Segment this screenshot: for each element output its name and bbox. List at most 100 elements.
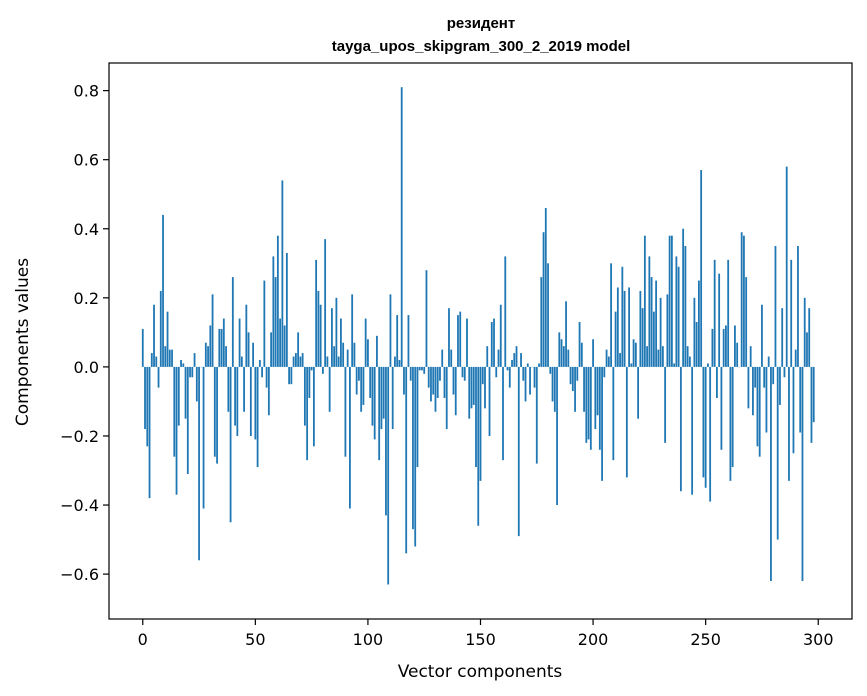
bar-series <box>141 87 815 585</box>
bar <box>571 366 574 392</box>
bar <box>303 366 306 426</box>
bar <box>470 366 473 409</box>
bar <box>725 325 727 367</box>
bar <box>592 339 594 367</box>
bar <box>803 297 806 367</box>
bar <box>779 366 781 405</box>
bar <box>335 297 338 367</box>
bar <box>517 366 520 537</box>
bar <box>285 252 288 367</box>
bar <box>263 280 266 367</box>
bar <box>182 363 185 367</box>
bar <box>774 246 777 367</box>
bar <box>657 349 660 367</box>
bar <box>267 366 270 416</box>
bar <box>283 325 286 367</box>
bar <box>727 259 730 367</box>
bar <box>614 311 617 367</box>
x-tick-label: 100 <box>353 630 384 649</box>
bar <box>425 270 428 367</box>
x-tick-label: 50 <box>245 630 265 649</box>
bar <box>434 366 437 412</box>
bar <box>211 294 214 367</box>
bar <box>675 256 678 367</box>
bar <box>643 235 646 367</box>
bar <box>673 363 676 367</box>
bar <box>605 349 608 367</box>
bar <box>761 304 763 367</box>
x-axis-label: Vector components <box>398 662 563 682</box>
bar <box>333 346 336 367</box>
bar <box>358 366 360 381</box>
bar <box>562 346 565 367</box>
bar <box>610 263 612 367</box>
bar <box>506 366 509 371</box>
bar <box>423 366 426 374</box>
bar <box>441 349 444 367</box>
bar <box>234 366 236 426</box>
bar <box>659 297 662 367</box>
bar <box>655 280 658 367</box>
bar <box>720 366 723 450</box>
bar <box>317 290 320 367</box>
bar <box>729 366 732 481</box>
bar <box>711 328 714 367</box>
bar <box>195 366 198 402</box>
bar <box>632 339 635 367</box>
bar <box>607 356 610 367</box>
bar <box>355 366 358 395</box>
bar <box>495 366 498 378</box>
bar <box>180 359 182 367</box>
bar <box>790 259 793 367</box>
bar <box>168 349 171 367</box>
bar <box>256 366 259 468</box>
bar <box>722 328 725 367</box>
bar <box>308 366 311 398</box>
bar <box>646 346 649 367</box>
bar <box>371 366 374 426</box>
bar <box>432 366 435 395</box>
bar <box>749 346 752 367</box>
bar <box>414 366 417 547</box>
bar <box>146 366 149 447</box>
bar <box>369 366 372 398</box>
bar <box>319 304 322 367</box>
bar <box>484 366 486 409</box>
y-tick-label: 0.4 <box>74 220 99 239</box>
bar <box>698 280 700 367</box>
bar <box>439 366 441 381</box>
bar <box>362 366 365 405</box>
bar <box>648 256 651 367</box>
bar <box>574 366 576 412</box>
bar <box>276 235 279 367</box>
bar <box>421 366 423 371</box>
bar <box>641 308 644 367</box>
bar <box>540 277 543 367</box>
bar <box>486 346 489 367</box>
bar <box>754 366 757 388</box>
bar <box>565 301 567 367</box>
bar <box>801 366 804 582</box>
bar <box>461 366 464 378</box>
bar <box>763 366 766 388</box>
bar <box>468 366 471 419</box>
bar <box>499 304 502 367</box>
y-tick-label: −0.4 <box>60 496 99 515</box>
bar <box>481 366 484 385</box>
plot-area-frame <box>108 62 853 620</box>
bar <box>418 366 421 371</box>
bar <box>272 256 275 367</box>
bar <box>373 366 376 440</box>
bar <box>551 366 554 402</box>
bar <box>281 180 284 367</box>
bar <box>560 339 563 367</box>
bar <box>189 366 191 378</box>
bar <box>752 366 754 416</box>
bar <box>686 346 689 367</box>
bar <box>718 273 721 367</box>
bar <box>788 366 790 481</box>
bar <box>567 349 570 367</box>
bar <box>299 356 302 367</box>
bar <box>770 366 772 582</box>
bar <box>353 342 356 367</box>
